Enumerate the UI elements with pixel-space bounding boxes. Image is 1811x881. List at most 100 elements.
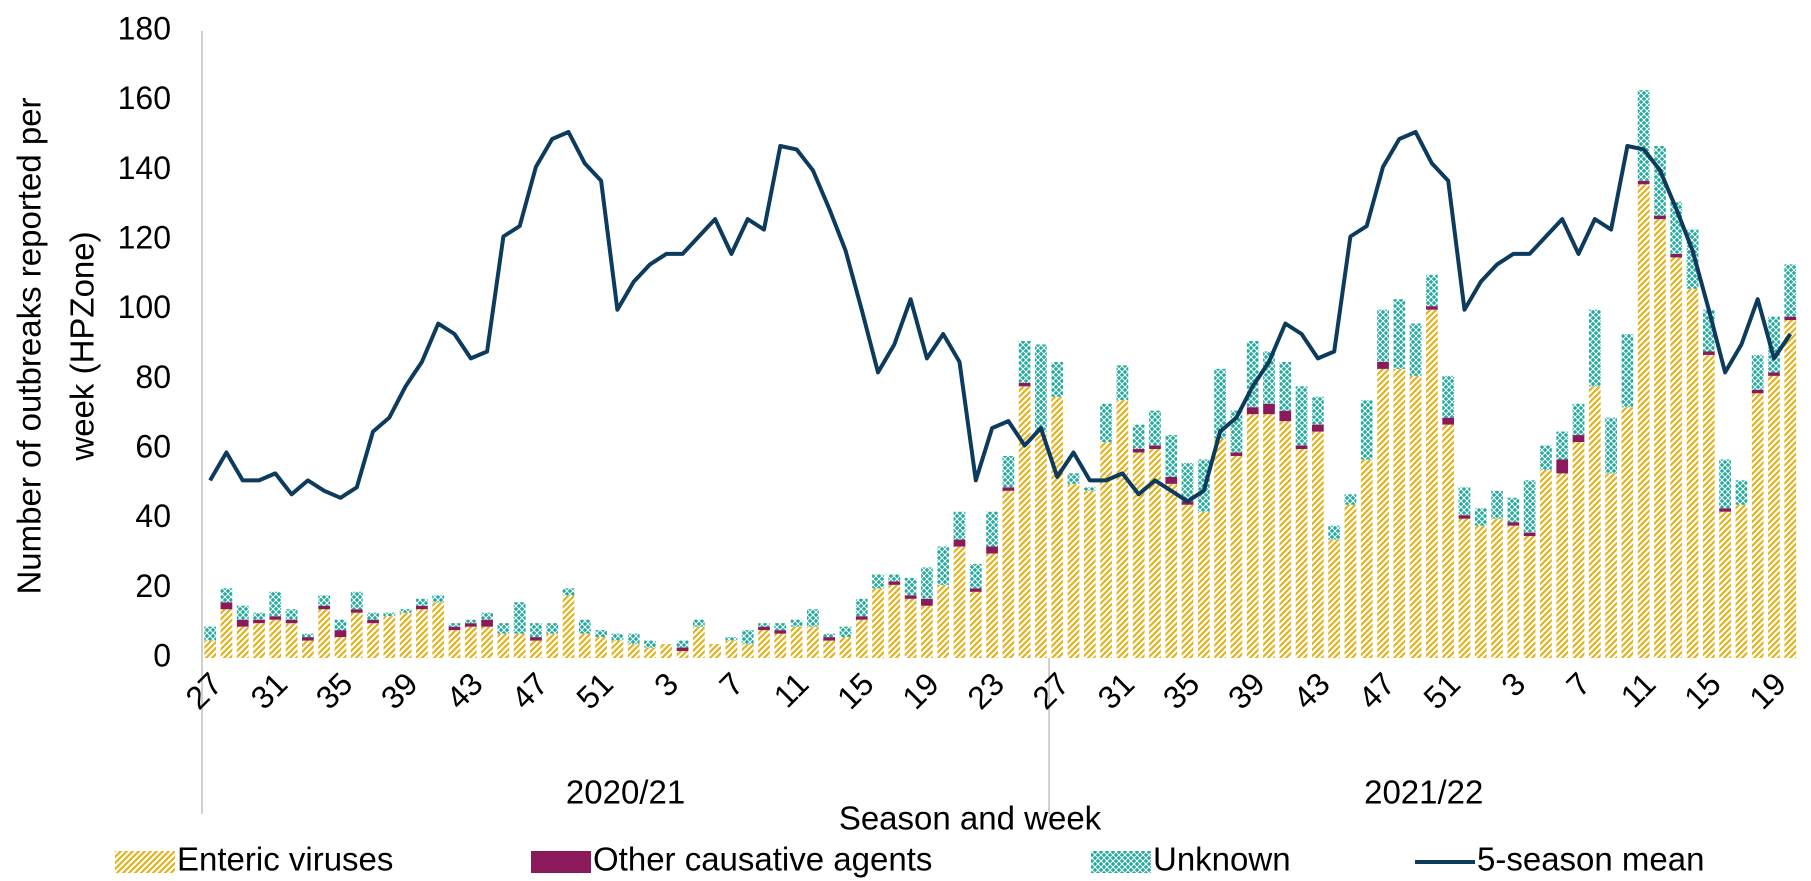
bar-segment — [1246, 341, 1259, 408]
x-tick-label: 51 — [569, 665, 620, 716]
bar-segment — [1458, 515, 1471, 519]
bar-segment — [1588, 386, 1601, 658]
bar-segment — [1784, 316, 1797, 321]
bar-segment — [1442, 375, 1455, 418]
bar-segment — [790, 626, 803, 658]
bar-segment — [546, 633, 559, 658]
x-tick-label: 19 — [1742, 665, 1793, 716]
bar-segment — [367, 623, 379, 658]
bar-segment — [1540, 469, 1552, 658]
y-tick-label: 180 — [118, 10, 171, 46]
bar-segment — [1377, 368, 1389, 658]
bar-segment — [1344, 504, 1357, 658]
bar-segment — [1784, 264, 1797, 317]
bar-segment — [1132, 424, 1145, 449]
bar-segment — [367, 619, 379, 624]
bar-segment — [1751, 354, 1764, 390]
bar-segment — [1263, 403, 1275, 415]
bar-segment — [1605, 473, 1617, 658]
bar-segment — [1686, 229, 1699, 289]
bar-segment — [334, 630, 347, 638]
bar-segment — [1702, 351, 1715, 355]
bar-segment — [692, 626, 705, 658]
bar-segment — [823, 637, 836, 641]
x-tick-label: 27 — [1026, 665, 1077, 716]
bar-segment — [921, 605, 933, 658]
x-tick-label: 43 — [1286, 665, 1337, 716]
x-tick-label: 31 — [244, 665, 295, 716]
bar-segment — [1735, 504, 1748, 658]
y-tick-label: 20 — [135, 568, 171, 604]
bar-segment — [448, 626, 461, 631]
bar-segment — [1051, 396, 1064, 658]
bar-segment — [578, 619, 591, 634]
bar-segment — [595, 630, 607, 638]
bar-segment — [1279, 361, 1292, 411]
bar-segment — [1621, 407, 1634, 658]
bar-segment — [986, 553, 998, 658]
bar-segment — [562, 588, 575, 596]
y-tick-label: 140 — [118, 150, 171, 186]
x-tick-label: 47 — [504, 665, 555, 716]
bar-segment — [758, 630, 770, 658]
bar-segment — [1491, 518, 1503, 658]
bar-segment — [807, 609, 819, 627]
bar-segment — [807, 626, 819, 658]
bar-segment — [1018, 386, 1031, 658]
bar-segment — [953, 539, 966, 547]
bar-segment — [1312, 396, 1324, 425]
bar-segment — [1181, 504, 1194, 658]
bar-segment — [530, 637, 542, 641]
bar-segment — [758, 626, 770, 631]
bar-segment — [1409, 323, 1422, 376]
bar-segment — [1670, 253, 1683, 258]
bar-segment — [1572, 435, 1585, 443]
bar-segment — [1067, 483, 1080, 658]
bar-segment — [904, 595, 917, 599]
bar-segment — [432, 602, 445, 658]
x-tick-label: 7 — [712, 665, 750, 703]
bar-segment — [1377, 361, 1389, 369]
bar-segment — [1149, 410, 1161, 446]
bar-segment — [1523, 532, 1536, 537]
y-tick-label: 120 — [118, 219, 171, 255]
bar-segment — [1051, 361, 1064, 397]
bar-segment — [1507, 497, 1520, 523]
bar-segment — [1507, 525, 1520, 658]
bar-segment — [1230, 410, 1243, 453]
bar-segment — [676, 651, 689, 658]
bar-segment — [1263, 414, 1275, 658]
bar-segment — [1442, 417, 1455, 425]
y-tick-label: 60 — [135, 428, 171, 464]
bar-segment — [253, 619, 265, 624]
bar-segment — [1458, 518, 1471, 658]
bar-segment — [888, 574, 901, 582]
bar-segment — [464, 623, 477, 627]
bar-segment — [399, 609, 412, 613]
bar-segment — [839, 637, 852, 658]
bar-segment — [1263, 351, 1275, 404]
bar-segment — [937, 546, 950, 585]
bar-segment — [1035, 431, 1047, 658]
bar-segment — [1588, 309, 1601, 387]
bar-segment — [399, 612, 412, 658]
bar-segment — [562, 595, 575, 658]
bar-segment — [1751, 393, 1764, 658]
bar-segment — [823, 633, 836, 638]
bar-segment — [1556, 473, 1569, 658]
x-tick-label: 39 — [374, 665, 425, 716]
x-tick-label: 7 — [1559, 665, 1597, 703]
x-tick-label: 15 — [1677, 665, 1728, 716]
bar-segment — [302, 640, 314, 658]
x-tick-label: 51 — [1416, 665, 1467, 716]
bar-segment — [1116, 365, 1129, 401]
bar-segment — [1702, 354, 1715, 658]
bar-segment — [1768, 375, 1780, 658]
bar-segment — [530, 640, 542, 658]
bar-segment — [1491, 490, 1503, 519]
bar-segment — [1295, 386, 1308, 446]
bar-segment — [676, 647, 689, 652]
bar-segment — [1719, 511, 1731, 658]
bar-segment — [1132, 449, 1145, 453]
